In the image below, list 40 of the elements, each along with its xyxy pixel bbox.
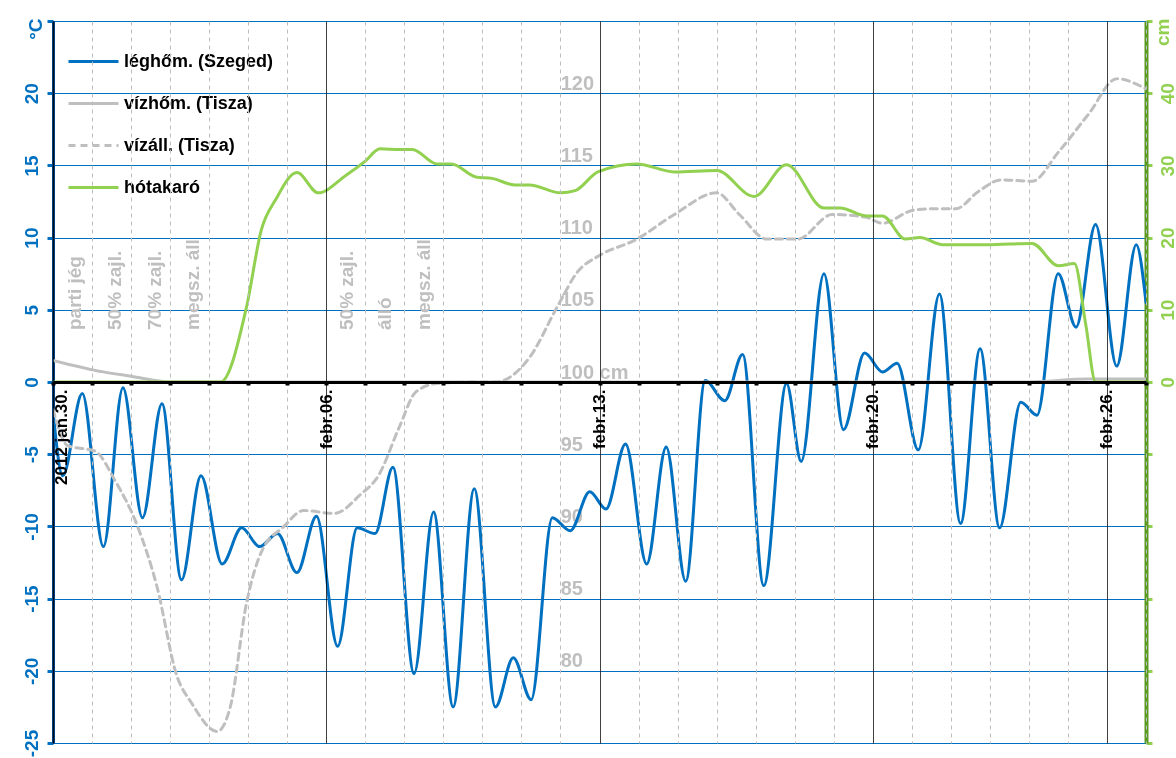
y-tick-label: -20 [20, 657, 42, 686]
legend-label: vízáll. (Tisza) [124, 134, 235, 155]
y3-tick-label: 80 [560, 649, 583, 672]
y3-tick-label: 115 [560, 143, 593, 166]
x-tick-label: febr.20. [863, 389, 883, 450]
y-tick-label: 15 [20, 154, 42, 177]
y2-tick-label: 40 [1156, 83, 1176, 105]
x-tick-label: febr.13. [590, 389, 609, 450]
annotation: álló [374, 297, 395, 330]
annotation: 50% zajl. [336, 250, 357, 330]
x-tick-label: 2012 jan.30. [51, 389, 71, 485]
y-tick-label: 20 [20, 83, 42, 105]
y-tick-label: 10 [20, 227, 42, 249]
legend-label: hótakaró [124, 176, 201, 197]
y-axis-title: °C [24, 18, 46, 40]
y3-tick-label: 110 [560, 216, 593, 239]
annotation: parti jég [64, 256, 85, 330]
x-tick-label: febr.26. [1097, 389, 1117, 450]
y-tick-label: -5 [20, 445, 42, 464]
y2-tick-label: 30 [1156, 155, 1176, 177]
y-tick-label: -15 [20, 584, 42, 613]
y-tick-label: 5 [20, 304, 42, 316]
legend-label: vízhőm. (Tisza) [124, 92, 253, 113]
annotation: megsz. áll [413, 239, 434, 330]
y2-tick-label: 10 [1156, 299, 1176, 321]
legend-label: léghőm. (Szeged) [124, 50, 274, 71]
y-tick-label: -10 [20, 513, 42, 541]
x-tick-label: febr.06. [316, 389, 336, 450]
y-tick-label: -25 [20, 729, 42, 758]
y-tick-label: 0 [20, 377, 42, 388]
annotation: megsz. áll [182, 239, 203, 330]
annotation: 50% zajl. [104, 250, 125, 330]
y3-tick-label: 85 [560, 577, 583, 600]
annotation: 70% zajl. [144, 250, 165, 330]
y3-tick-label: 95 [560, 432, 583, 455]
y3-tick-label: 120 [560, 71, 595, 94]
y2-tick-label: 0 [1156, 377, 1176, 388]
y2-tick-label: 20 [1156, 227, 1176, 249]
y2-axis-title: cm [1151, 18, 1173, 46]
y3-tick-label: 105 [560, 288, 595, 311]
